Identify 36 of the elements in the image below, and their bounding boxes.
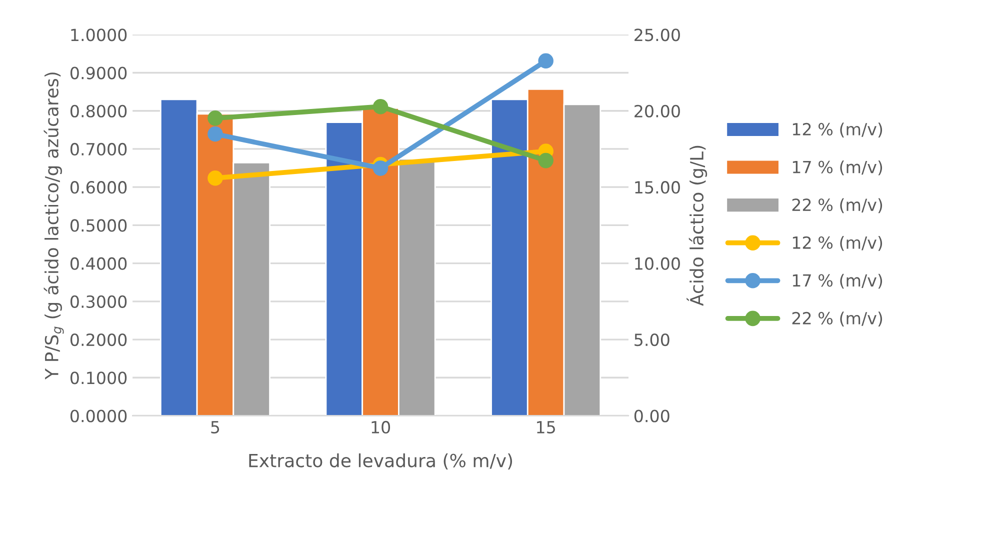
point <box>372 160 388 176</box>
legend-label: 17 % (m/v) <box>792 274 882 289</box>
legend-label: 12 % (m/v) <box>792 236 882 251</box>
x-tick-label: 10 <box>372 420 390 434</box>
point <box>208 110 223 126</box>
y2-axis-title: Ácido láctico (g/L) <box>686 146 708 306</box>
y2-tick-label: 10.00 <box>635 257 680 270</box>
y2-tick-label: 5.00 <box>634 333 670 346</box>
y-tick-label: 0.6000 <box>70 181 127 194</box>
y-tick-label: 0.5000 <box>70 219 127 232</box>
point <box>208 126 223 142</box>
y-tick-label: 0.9000 <box>70 66 127 80</box>
y-tick-label: 0.3000 <box>70 295 127 308</box>
y-tick-label: 0.1000 <box>70 372 127 384</box>
legend-label: 12 % (m/v) <box>792 122 882 138</box>
y-tick-label: 1.0000 <box>71 28 127 42</box>
point <box>538 152 554 168</box>
y2-tick-label: 15.00 <box>635 181 680 194</box>
legend-label: 22 % (m/v) <box>792 198 882 214</box>
y-tick-label: 0.0000 <box>70 410 127 422</box>
point <box>208 170 223 186</box>
y2-tick-label: 0.00 <box>634 410 670 422</box>
legend-label: 22 % (m/v) <box>792 312 882 326</box>
x-axis-title: Extracto de levadura (% m/v) <box>249 453 512 470</box>
y-tick-label: 0.2000 <box>70 333 127 346</box>
x-tick-label: 5 <box>211 421 220 434</box>
point <box>538 53 554 69</box>
point <box>372 98 388 114</box>
y-tick-label: 0.8000 <box>70 104 127 118</box>
y-tick-label: 0.7000 <box>70 142 127 156</box>
y2-tick-label: 25.00 <box>634 28 680 42</box>
y2-tick-label: 20.00 <box>634 104 680 118</box>
y-axis-title: Y P/S$_{g}$ (g ácido lactico/g azúcares) <box>44 72 64 380</box>
y-tick-label: 0.4000 <box>70 257 127 270</box>
legend-label: 17 % (m/v) <box>792 160 882 176</box>
x-tick-label: 15 <box>537 421 555 434</box>
